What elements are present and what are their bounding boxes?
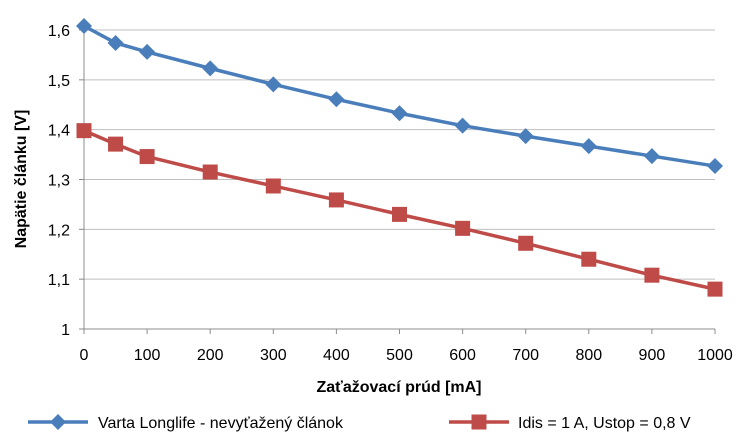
y-tick-label: 1,4 bbox=[48, 123, 70, 140]
x-tick-label: 200 bbox=[197, 347, 224, 364]
legend-label: Varta Longlife - nevyťažený článok bbox=[98, 415, 344, 432]
data-point-square bbox=[644, 267, 660, 283]
x-tick-label: 700 bbox=[512, 347, 539, 364]
y-tick-label: 1 bbox=[61, 322, 70, 339]
data-point-square bbox=[518, 235, 534, 251]
data-point-square bbox=[328, 192, 344, 208]
data-point-diamond bbox=[707, 158, 723, 175]
x-tick-label: 300 bbox=[260, 347, 287, 364]
axes bbox=[79, 29, 716, 334]
data-point-square bbox=[455, 220, 471, 236]
data-point-diamond bbox=[76, 18, 92, 35]
data-point-square bbox=[581, 251, 597, 267]
data-point-square bbox=[76, 123, 92, 139]
data-point-square bbox=[108, 136, 124, 152]
data-point-diamond bbox=[139, 43, 156, 60]
y-tick-labels: 1 1,1 1,2 1,3 1,4 1,5 1,6 bbox=[48, 23, 70, 339]
y-tick-label: 1,1 bbox=[48, 272, 70, 289]
legend-marker bbox=[471, 414, 487, 430]
x-tick-label: 900 bbox=[639, 347, 666, 364]
series-1 bbox=[76, 18, 723, 175]
x-tick-label: 1000 bbox=[697, 347, 733, 364]
legend: Varta Longlife - nevyťažený článok Idis =… bbox=[28, 414, 691, 432]
x-tick-labels: 0 100 200 300 400 500 600 700 800 900 1000 bbox=[80, 347, 733, 364]
y-tick-label: 1,3 bbox=[48, 173, 70, 190]
legend-marker bbox=[50, 414, 66, 430]
x-tick-label: 400 bbox=[323, 347, 350, 364]
x-tick-label: 100 bbox=[134, 347, 161, 364]
x-tick-label: 500 bbox=[386, 347, 413, 364]
series-2 bbox=[76, 123, 723, 297]
data-point-diamond bbox=[580, 138, 597, 155]
data-point-diamond bbox=[328, 91, 345, 108]
data-point-diamond bbox=[202, 60, 219, 77]
x-tick-label: 800 bbox=[575, 347, 602, 364]
data-point-diamond bbox=[391, 105, 408, 122]
data-point-diamond bbox=[107, 34, 124, 51]
data-point-square bbox=[707, 281, 723, 297]
legend-item-1: Varta Longlife - nevyťažený článok bbox=[28, 414, 344, 432]
series bbox=[76, 18, 723, 297]
x-axis-title: Zaťažovací prúd [mA] bbox=[316, 379, 481, 396]
data-point-square bbox=[139, 149, 155, 165]
data-point-diamond bbox=[517, 128, 534, 145]
y-tick-label: 1,5 bbox=[48, 73, 70, 90]
data-point-square bbox=[202, 164, 218, 180]
legend-label: Idis = 1 A, Ustop = 0,8 V bbox=[518, 415, 691, 432]
series-line bbox=[83, 24, 716, 168]
y-tick-label: 1,2 bbox=[48, 222, 70, 239]
data-point-square bbox=[265, 178, 281, 194]
data-point-diamond bbox=[643, 148, 660, 165]
data-point-diamond bbox=[265, 76, 282, 93]
data-point-square bbox=[392, 206, 407, 222]
data-point-diamond bbox=[454, 117, 471, 134]
x-tick-label: 600 bbox=[449, 347, 476, 364]
gridlines bbox=[84, 29, 715, 280]
y-axis-title: Napätie článku [V] bbox=[13, 110, 30, 249]
x-tick-label: 0 bbox=[80, 347, 89, 364]
legend-item-2: Idis = 1 A, Ustop = 0,8 V bbox=[449, 414, 691, 432]
y-tick-label: 1,6 bbox=[48, 23, 70, 40]
